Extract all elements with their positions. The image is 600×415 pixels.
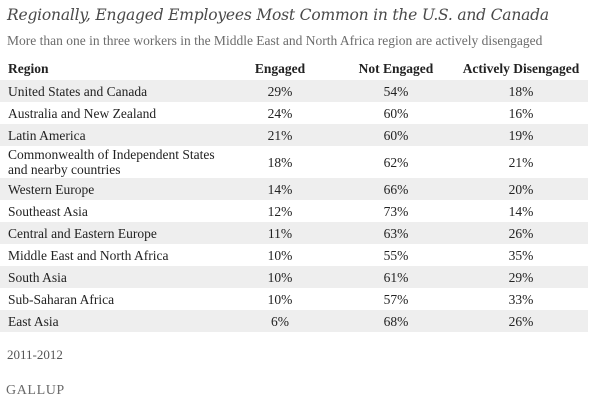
table-cell-region: Australia and New Zealand <box>8 105 157 121</box>
table-cell-actively-disengaged: 29% <box>454 266 588 288</box>
table-cell-not-engaged: 66% <box>338 178 454 200</box>
table-cell-not-engaged: 73% <box>383 203 409 219</box>
table-cell-actively-disengaged: 21% <box>508 154 534 170</box>
table-cell-engaged: 10% <box>267 247 293 263</box>
table-cell-not-engaged: 61% <box>338 266 454 288</box>
table-cell-engaged: 12% <box>267 203 293 219</box>
table-cell-region: Southeast Asia <box>8 203 88 219</box>
table-cell-engaged: 18% <box>267 154 293 170</box>
table-row: Sub-Saharan Africa 10% 57% 33% <box>0 288 588 310</box>
table-row: Australia and New Zealand 24% 60% 16% <box>0 102 588 124</box>
table-cell-region: South Asia <box>0 266 222 288</box>
table-row: United States and Canada 29% 54% 18% <box>0 80 588 102</box>
table-cell-region: East Asia <box>0 310 222 332</box>
table-body: United States and Canada 29% 54% 18% Austral… <box>0 80 588 332</box>
chart-subtitle: More than one in three workers in the Mi… <box>7 33 543 48</box>
column-header-engaged: Engaged <box>254 61 306 76</box>
table-cell-not-engaged: 68% <box>338 310 454 332</box>
table-cell-region: United States and Canada <box>0 80 222 102</box>
table-cell-actively-disengaged: 35% <box>508 247 534 263</box>
table-cell-not-engaged: 60% <box>338 124 454 146</box>
table-cell-region: Central and Eastern Europe <box>0 222 222 244</box>
column-header-region: Region <box>8 61 49 76</box>
table-row: Central and Eastern Europe 11% 63% 26% <box>0 222 588 244</box>
table-cell-region: Sub-Saharan Africa <box>8 291 115 307</box>
table-cell-region: Middle East and North Africa <box>8 247 169 263</box>
source-years: 2011-2012 <box>7 347 63 362</box>
engagement-table: Region Engaged Not Engaged Actively Dise… <box>0 58 588 332</box>
table-row: East Asia 6% 68% 26% <box>0 310 588 332</box>
table-cell-not-engaged: 60% <box>383 105 409 121</box>
table-cell-not-engaged: 63% <box>338 222 454 244</box>
column-header-actively-disengaged: Actively Disengaged <box>462 61 580 76</box>
table-row: Southeast Asia 12% 73% 14% <box>0 200 588 222</box>
table-cell-not-engaged: 54% <box>338 80 454 102</box>
table-row: Latin America 21% 60% 19% <box>0 124 588 146</box>
table-cell-actively-disengaged: 14% <box>508 203 534 219</box>
table-cell-engaged: 14% <box>222 178 338 200</box>
table-cell-actively-disengaged: 26% <box>454 222 588 244</box>
chart-title: Regionally, Engaged Employees Most Commo… <box>7 6 549 24</box>
table-cell-region: Latin America <box>0 124 222 146</box>
gallup-logo: GALLUP <box>6 383 65 398</box>
table-cell-actively-disengaged: 16% <box>508 105 534 121</box>
table-cell-actively-disengaged: 26% <box>454 310 588 332</box>
table-row: South Asia 10% 61% 29% <box>0 266 588 288</box>
table-cell-engaged: 10% <box>267 291 293 307</box>
table-cell-actively-disengaged: 33% <box>508 291 534 307</box>
table-cell-engaged: 21% <box>222 124 338 146</box>
table-cell-not-engaged: 62% <box>383 154 409 170</box>
table-row: Middle East and North Africa 10% 55% 35% <box>0 244 588 266</box>
table-cell-not-engaged: 57% <box>383 291 409 307</box>
table-cell-engaged: 11% <box>222 222 338 244</box>
table-cell-engaged: 10% <box>222 266 338 288</box>
table-cell-region: Western Europe <box>0 178 222 200</box>
table-cell-actively-disengaged: 18% <box>454 80 588 102</box>
table-cell-engaged: 24% <box>267 105 293 121</box>
table-header-row: Region Engaged Not Engaged Actively Dise… <box>0 58 588 80</box>
table-cell-actively-disengaged: 20% <box>454 178 588 200</box>
table-row: Western Europe 14% 66% 20% <box>0 178 588 200</box>
table-row: Commonwealth of Independent States and n… <box>0 146 588 178</box>
table-cell-region: Commonwealth of Independent States and n… <box>8 147 215 177</box>
table-cell-engaged: 29% <box>222 80 338 102</box>
column-header-not-engaged: Not Engaged <box>358 61 434 76</box>
table-cell-engaged: 6% <box>222 310 338 332</box>
table-cell-actively-disengaged: 19% <box>454 124 588 146</box>
table-cell-not-engaged: 55% <box>383 247 409 263</box>
